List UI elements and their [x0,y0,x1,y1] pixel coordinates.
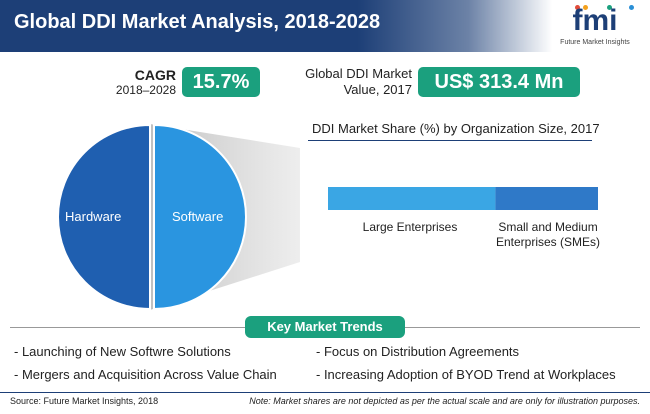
pie-slice-software [153,123,247,311]
note-text: Note: Market shares are not depicted as … [249,396,640,406]
bar-label-large: Large Enterprises [362,220,458,234]
bar-segment-large-enterprises [328,187,496,210]
cagr-years: 2018–2028 [115,83,176,97]
footer-divider [0,392,650,393]
trends-divider-left [10,327,245,328]
pie-chart [57,123,247,311]
market-value-label: Global DDI Market Value, 2017 [290,66,412,98]
share-chart-title: DDI Market Share (%) by Organization Siz… [312,121,600,136]
market-value-label-line2: Value, 2017 [343,82,412,97]
market-value-label-line1: Global DDI Market [305,66,412,81]
cagr-label: CAGR [134,67,176,83]
share-title-underline [308,140,592,141]
cagr-value-badge: 15.7% [182,67,260,97]
title-bar-fade [0,0,650,52]
bar-label-sme-line2: Enterprises (SMEs) [495,235,601,249]
pie-slice-hardware [57,123,151,311]
bar-label-sme: Small and Medium Enterprises (SMEs) [486,220,610,250]
bar-segment-smes [495,187,598,210]
trend-item: - Focus on Distribution Agreements [316,344,520,359]
share-bar [328,187,598,210]
bar-label-sme-line1: Small and Medium [498,220,598,234]
key-trends-heading: Key Market Trends [245,316,405,338]
trend-item: - Mergers and Acquisition Across Value C… [14,367,277,382]
logo-dot-orange [583,5,588,10]
logo-text: fmi [572,4,618,37]
source-text: Source: Future Market Insights, 2018 [10,396,159,406]
fmi-logo: fmi Future Market Insights [545,4,645,52]
pie-label-hardware: Hardware [65,209,122,224]
page-title: Global DDI Market Analysis, 2018-2028 [14,11,381,33]
pie-label-software: Software [172,209,224,224]
logo-dot-green [607,5,612,10]
trend-item: - Increasing Adoption of BYOD Trend at W… [316,367,616,382]
logo-dot-blue [629,5,634,10]
logo-dot-red [575,5,580,10]
trend-item: - Launching of New Softwre Solutions [14,344,231,359]
trends-divider-right [405,327,640,328]
market-value-badge: US$ 313.4 Mn [418,67,580,97]
logo-subtitle: Future Market Insights [560,39,630,46]
